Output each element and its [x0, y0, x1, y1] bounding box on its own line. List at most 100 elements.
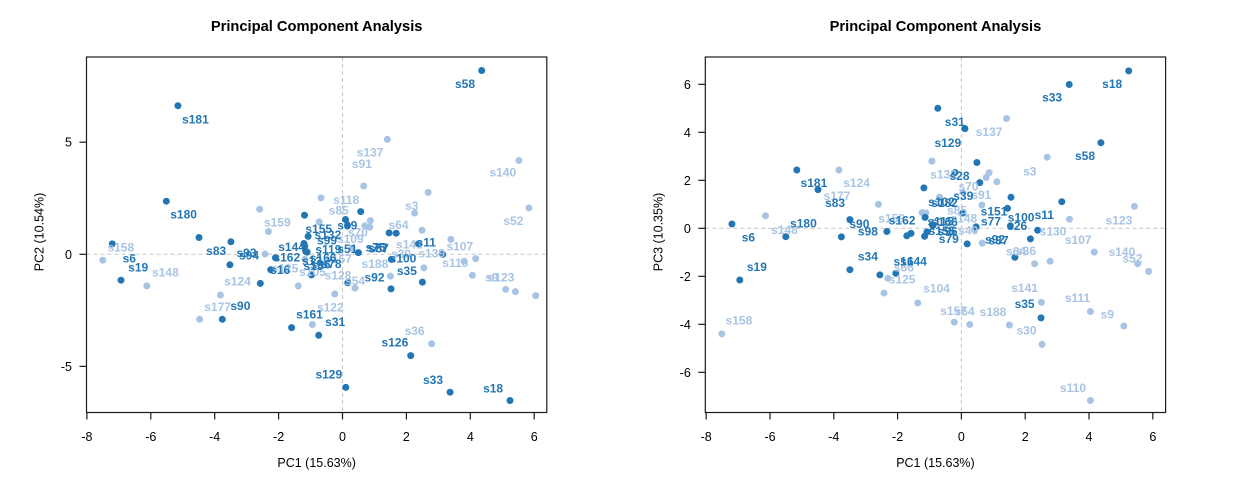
svg-text:s128: s128: [325, 268, 352, 282]
svg-text:s57: s57: [369, 241, 389, 255]
svg-text:PC1 (15.63%): PC1 (15.63%): [277, 456, 356, 470]
svg-text:s91: s91: [971, 188, 991, 202]
svg-text:4: 4: [467, 430, 474, 444]
svg-text:s77: s77: [981, 214, 1001, 228]
svg-text:s15: s15: [303, 259, 323, 273]
svg-text:0: 0: [339, 430, 346, 444]
svg-text:s162: s162: [889, 214, 916, 228]
svg-text:s16: s16: [270, 263, 290, 277]
svg-text:s66: s66: [894, 261, 914, 275]
svg-text:s90: s90: [849, 217, 869, 231]
svg-text:s75: s75: [365, 240, 385, 254]
svg-text:s157: s157: [940, 304, 967, 318]
svg-text:s35: s35: [1015, 297, 1035, 311]
svg-text:s39: s39: [953, 189, 973, 203]
svg-text:s166: s166: [310, 251, 337, 265]
svg-text:s177: s177: [204, 300, 231, 314]
svg-text:s33: s33: [1042, 91, 1062, 105]
svg-text:s19: s19: [128, 260, 148, 274]
svg-text:s148: s148: [152, 265, 179, 279]
svg-text:s159: s159: [264, 216, 291, 230]
svg-text:PC1 (15.63%): PC1 (15.63%): [896, 456, 975, 470]
svg-text:Principal Component Analysis: Principal Component Analysis: [830, 19, 1042, 35]
svg-text:-8: -8: [701, 430, 712, 444]
svg-text:0: 0: [65, 248, 72, 262]
svg-text:s126: s126: [382, 336, 409, 350]
svg-text:s36: s36: [1016, 244, 1036, 258]
svg-text:s155: s155: [929, 224, 956, 238]
svg-text:s83: s83: [206, 244, 226, 258]
svg-text:s33: s33: [423, 373, 443, 387]
svg-text:s31: s31: [945, 115, 965, 129]
svg-text:-2: -2: [273, 430, 284, 444]
svg-text:-6: -6: [145, 430, 156, 444]
svg-text:-4: -4: [209, 430, 220, 444]
svg-text:s181: s181: [182, 112, 209, 126]
svg-text:s52: s52: [503, 214, 523, 228]
svg-text:2: 2: [403, 430, 410, 444]
svg-text:s96: s96: [937, 224, 957, 238]
svg-text:s110: s110: [1060, 381, 1086, 395]
svg-text:s26: s26: [1007, 219, 1027, 233]
svg-text:s144: s144: [900, 255, 927, 269]
svg-text:PC3 (10.35%): PC3 (10.35%): [651, 193, 665, 272]
svg-text:s104: s104: [923, 282, 950, 296]
svg-text:s77: s77: [367, 241, 387, 255]
svg-text:s182: s182: [931, 196, 958, 210]
svg-text:s188: s188: [980, 305, 1007, 319]
svg-text:s54: s54: [954, 304, 974, 318]
svg-text:s36: s36: [405, 324, 425, 338]
svg-text:s83: s83: [825, 196, 845, 210]
svg-text:s93: s93: [236, 246, 256, 260]
svg-text:0: 0: [684, 222, 691, 236]
svg-text:s148: s148: [771, 223, 798, 237]
svg-text:s124: s124: [843, 176, 870, 190]
svg-text:-4: -4: [828, 430, 839, 444]
svg-text:2: 2: [1022, 430, 1029, 444]
svg-text:6: 6: [531, 430, 538, 444]
svg-text:s130: s130: [1040, 224, 1067, 238]
svg-text:s137: s137: [357, 146, 384, 160]
svg-text:s181: s181: [801, 176, 828, 190]
svg-text:s110: s110: [442, 256, 468, 270]
svg-text:s161: s161: [296, 308, 323, 322]
svg-text:s157: s157: [325, 252, 352, 266]
svg-text:s158: s158: [726, 314, 753, 328]
svg-text:s85: s85: [329, 204, 349, 218]
svg-text:s180: s180: [170, 208, 197, 222]
svg-text:s9: s9: [1101, 308, 1115, 322]
svg-text:s78: s78: [321, 257, 341, 271]
svg-text:s137: s137: [976, 125, 1003, 139]
svg-text:s35: s35: [397, 264, 417, 278]
svg-text:s125: s125: [272, 262, 299, 276]
svg-text:-8: -8: [81, 430, 92, 444]
svg-text:s132: s132: [315, 228, 342, 242]
svg-text:PC2 (10.54%): PC2 (10.54%): [33, 193, 47, 272]
svg-text:s107: s107: [446, 240, 473, 254]
svg-text:s34: s34: [858, 249, 878, 263]
svg-text:s158: s158: [107, 240, 134, 254]
svg-text:-5: -5: [61, 360, 72, 374]
svg-text:s166: s166: [931, 215, 958, 229]
svg-text:s54: s54: [345, 274, 365, 288]
svg-text:s70: s70: [348, 226, 368, 240]
svg-text:-6: -6: [680, 366, 691, 380]
svg-text:s155: s155: [305, 222, 332, 236]
svg-text:s139: s139: [418, 247, 445, 261]
svg-text:s100: s100: [390, 252, 417, 266]
svg-text:s92: s92: [364, 271, 384, 285]
svg-text:s58: s58: [1075, 149, 1095, 163]
svg-text:s64: s64: [388, 218, 408, 232]
svg-text:6: 6: [684, 78, 691, 92]
svg-text:s3: s3: [1023, 164, 1037, 178]
svg-text:s123: s123: [488, 271, 515, 285]
svg-text:s125: s125: [889, 273, 916, 287]
svg-text:-6: -6: [764, 430, 775, 444]
svg-text:-4: -4: [680, 318, 691, 332]
svg-text:s9: s9: [485, 270, 499, 284]
svg-text:s141: s141: [396, 237, 423, 251]
svg-text:s70: s70: [958, 179, 978, 193]
svg-text:s11: s11: [417, 236, 437, 250]
svg-text:s122: s122: [317, 301, 344, 315]
svg-text:s99: s99: [317, 233, 337, 247]
